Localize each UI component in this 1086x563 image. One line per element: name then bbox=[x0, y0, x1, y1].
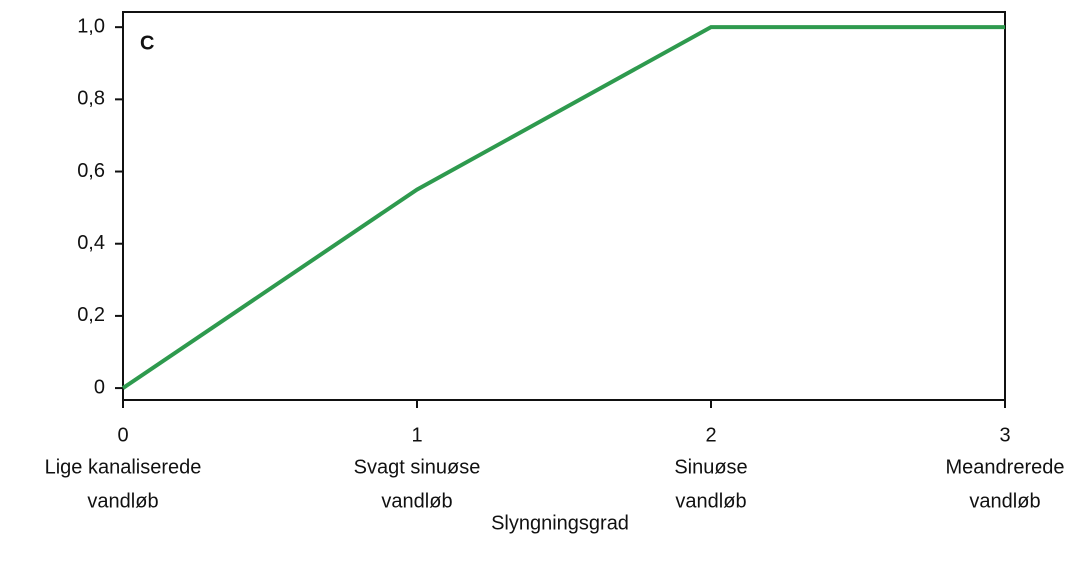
x-tick-description: Lige kanaliserede bbox=[45, 456, 202, 478]
x-tick-description: Meandrerede bbox=[946, 456, 1065, 478]
line bbox=[121, 25, 1005, 390]
x-tick-label: 1 bbox=[411, 424, 422, 446]
x-tick-label: 0 bbox=[117, 424, 128, 446]
x-axis-label: Slyngningsgrad bbox=[491, 512, 629, 534]
x-tick-description: vandløb bbox=[87, 490, 158, 512]
x-tick-description: vandløb bbox=[675, 490, 746, 512]
x-tick-description: vandløb bbox=[969, 490, 1040, 512]
y-tick-label: 0,6 bbox=[77, 160, 105, 182]
x-tick-description: Sinuøse bbox=[674, 456, 747, 478]
x-tick-label: 2 bbox=[705, 424, 716, 446]
y-tick-label: 0,4 bbox=[77, 232, 105, 254]
y-tick-label: 0,2 bbox=[77, 304, 105, 326]
plot-frame bbox=[122, 11, 1006, 401]
x-tick-description: vandløb bbox=[381, 490, 452, 512]
y-tick-label: 1,0 bbox=[77, 15, 105, 37]
y-tick-label: 0,8 bbox=[77, 88, 105, 110]
y-tick-label: 0 bbox=[94, 376, 105, 398]
x-tick-description: Svagt sinuøse bbox=[354, 456, 481, 478]
panel-label: C bbox=[140, 32, 154, 54]
x-tick-label: 3 bbox=[999, 424, 1010, 446]
